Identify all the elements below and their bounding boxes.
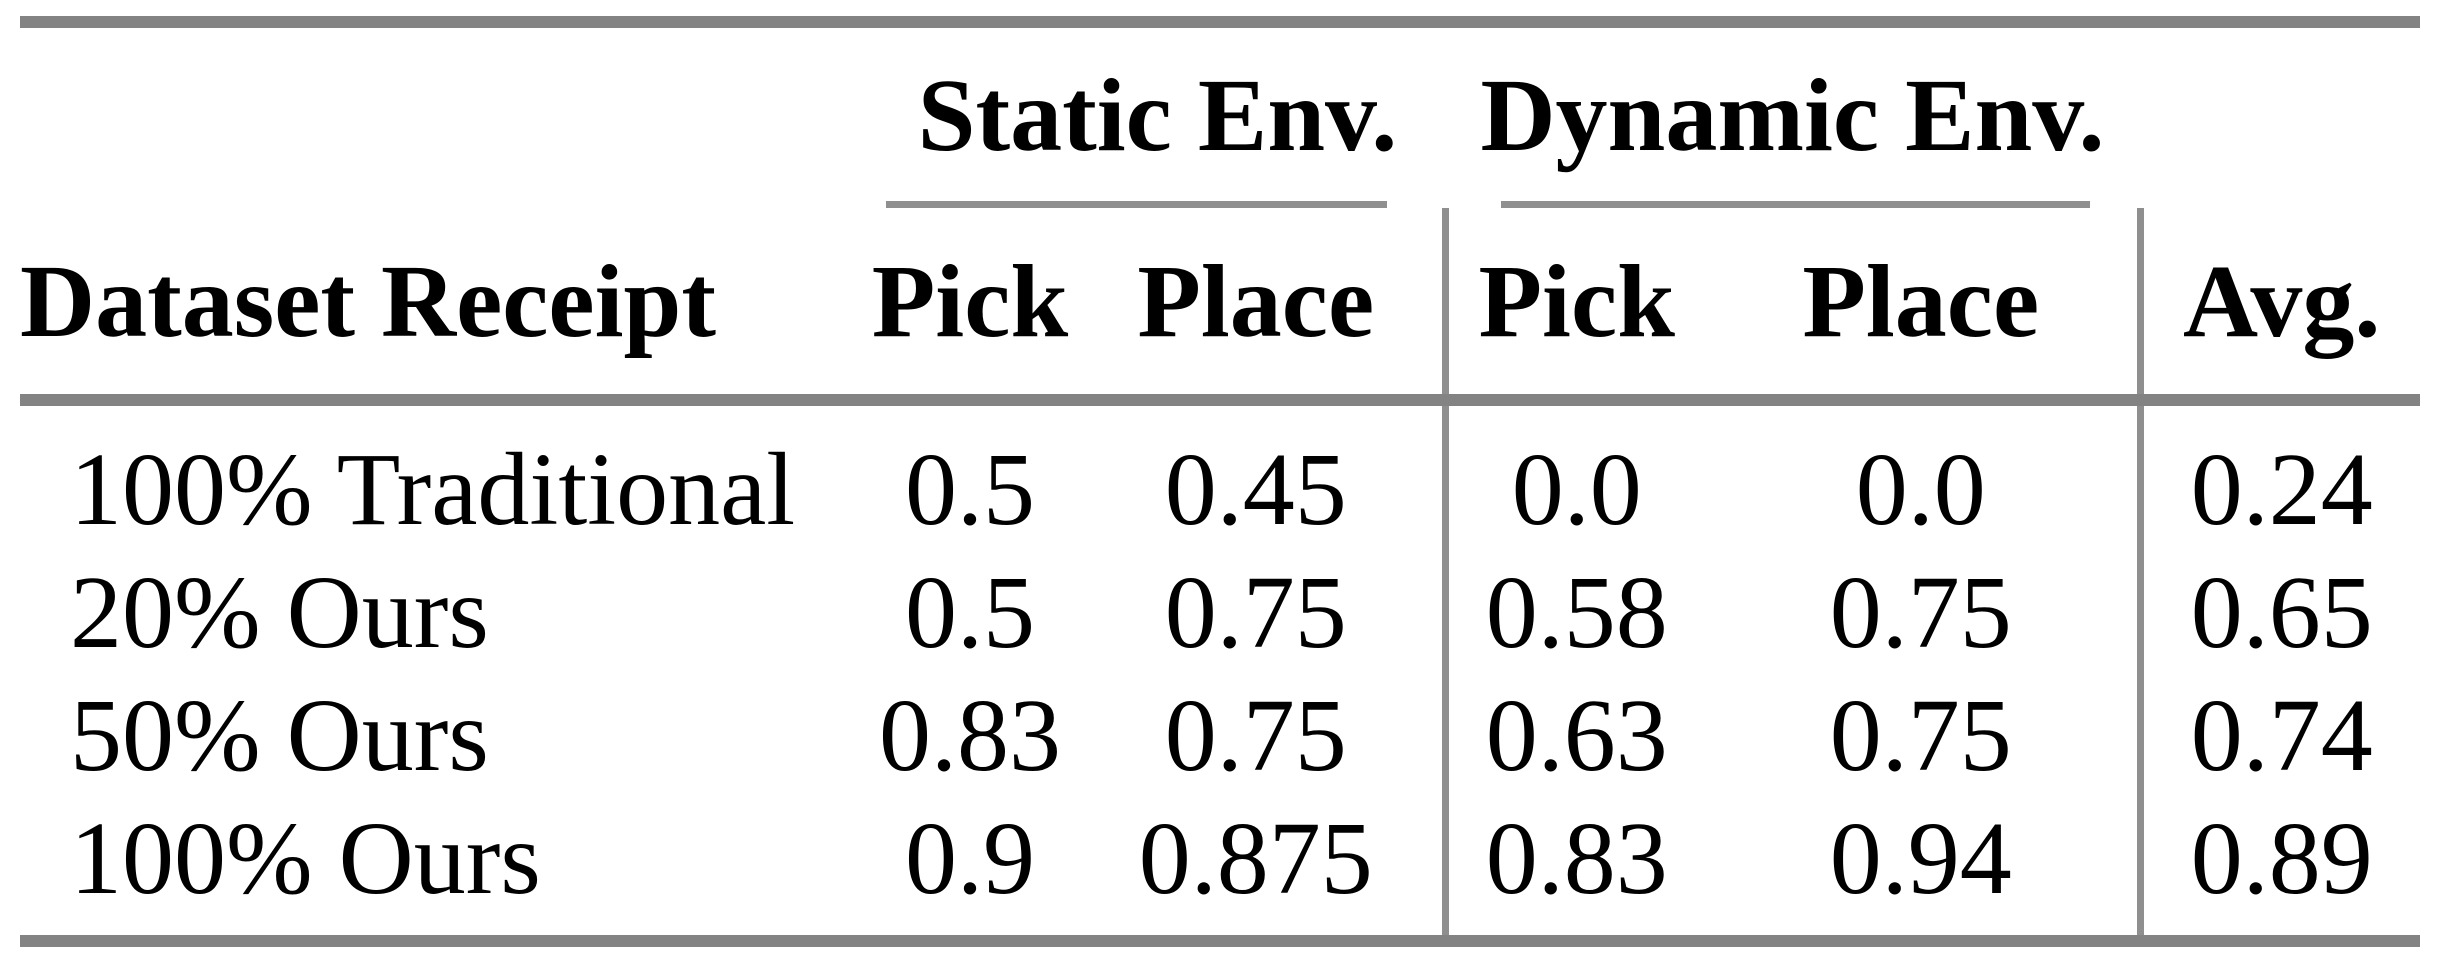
column-header-static-place: Place: [1070, 208, 1449, 406]
table-row-50pct-ours: 50% Ours 0.83 0.75 0.63 0.75 0.74: [20, 674, 2420, 797]
cell-static-place: 0.75: [1070, 674, 1449, 797]
cell-static-place: 0.75: [1070, 551, 1449, 674]
cell-dynamic-pick: 0.58: [1485, 555, 1668, 670]
cell-static-place: 0.875: [1070, 797, 1449, 941]
column-header-dynamic-place: Place: [1705, 208, 2144, 406]
group-label-dynamic-env: Dynamic Env.: [1480, 58, 2105, 173]
group-label-static-env: Static Env.: [917, 58, 1398, 173]
cell-dynamic-place: 0.94: [1705, 797, 2144, 941]
table-row-100pct-ours: 100% Ours 0.9 0.875 0.83 0.94 0.89: [20, 797, 2420, 941]
column-header-avg: Avg.: [2140, 208, 2420, 406]
cell-static-pick: 0.5: [905, 555, 1035, 670]
cell-static-place: 0.45: [1070, 400, 1449, 551]
cell-static-pick: 0.5: [905, 432, 1035, 547]
cmidrule-dynamic: [1501, 201, 2090, 208]
cmidrule-static: [886, 201, 1387, 208]
row-label: 50% Ours: [70, 678, 489, 793]
column-header-dynamic-pick: Pick: [1445, 208, 1705, 406]
cell-static-pick: 0.83: [879, 678, 1061, 793]
table-row-100pct-traditional: 100% Traditional 0.5 0.45 0.0 0.0 0.24: [20, 400, 2420, 551]
cell-dynamic-place: 0.0: [1705, 400, 2144, 551]
results-table: Static Env. Dynamic Env. Dataset Receipt…: [20, 16, 2420, 947]
cell-dynamic-pick: 0.83: [1485, 801, 1668, 916]
column-header-row: Dataset Receipt Pick Place Pick Place Av…: [20, 208, 2420, 406]
cell-avg: 0.89: [2190, 801, 2373, 916]
row-label: 20% Ours: [70, 555, 489, 670]
group-header-dynamic: Dynamic Env.: [1445, 22, 2140, 208]
group-header-row: Static Env. Dynamic Env.: [20, 22, 2420, 208]
row-label: 100% Traditional: [70, 432, 796, 547]
cell-dynamic-place: 0.75: [1705, 674, 2144, 797]
column-header-static-pick: Pick: [870, 208, 1070, 406]
cell-dynamic-pick: 0.0: [1511, 432, 1642, 547]
cell-avg: 0.65: [2190, 555, 2373, 670]
corner-empty-cell-right: [2140, 22, 2420, 208]
cell-avg: 0.24: [2190, 432, 2373, 547]
cell-dynamic-pick: 0.63: [1485, 678, 1668, 793]
column-header-dataset-receipt: Dataset Receipt: [20, 208, 870, 406]
cell-dynamic-place: 0.75: [1705, 551, 2144, 674]
table-row-20pct-ours: 20% Ours 0.5 0.75 0.58 0.75 0.65: [20, 551, 2420, 674]
cell-avg: 0.74: [2190, 678, 2373, 793]
corner-empty-cell: [20, 22, 870, 208]
row-label: 100% Ours: [70, 801, 541, 916]
cell-static-pick: 0.9: [905, 801, 1035, 916]
group-header-static: Static Env.: [870, 22, 1445, 208]
